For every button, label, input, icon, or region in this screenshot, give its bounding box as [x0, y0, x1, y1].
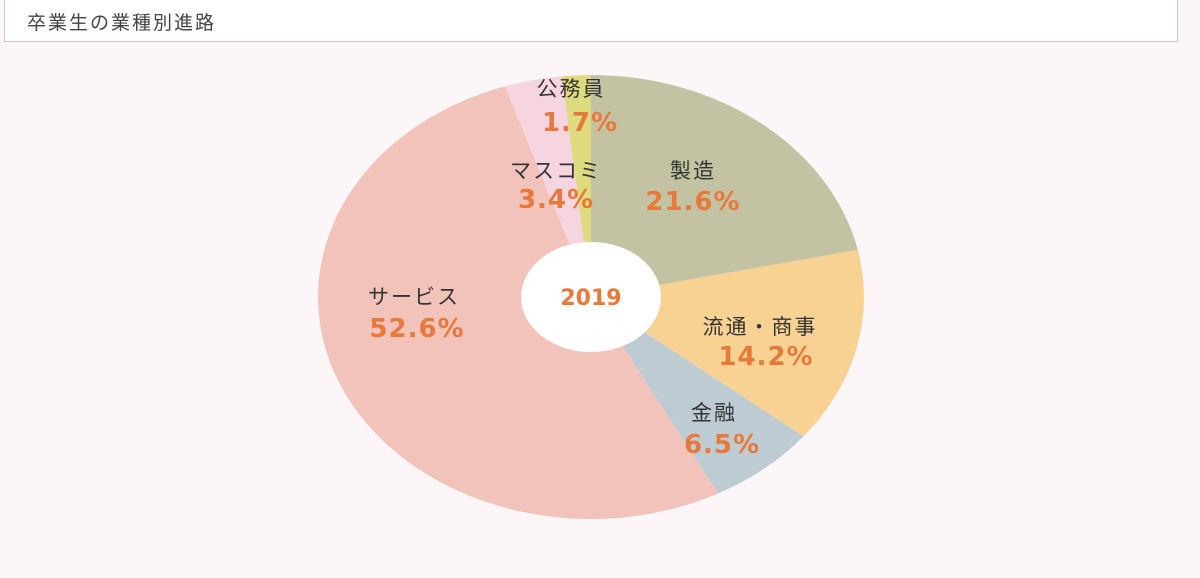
slice-percent-label: 3.4% [518, 185, 594, 215]
slice-category-label: マスコミ [510, 159, 602, 183]
slice-category-label: 公務員 [537, 77, 606, 101]
slice-percent-label: 1.7% [542, 108, 618, 138]
slice-category-label: 流通・商事 [703, 315, 818, 339]
pie-slice [561, 75, 591, 297]
slice-percent-label: 52.6% [369, 314, 464, 344]
chart-title: 卒業生の業種別進路 [27, 12, 217, 34]
slice-category-label: サービス [368, 285, 460, 309]
center-year-label: 2019 [560, 286, 621, 311]
slice-percent-label: 21.6% [645, 187, 740, 217]
slice-category-label: 金融 [691, 401, 737, 425]
pie-slice [591, 297, 804, 494]
donut-hole [521, 242, 661, 352]
pie-slice [318, 86, 718, 519]
pie-slice [591, 75, 858, 297]
slice-category-label: 製造 [670, 159, 716, 183]
slice-percent-label: 6.5% [684, 430, 760, 460]
pie-slice [505, 76, 591, 298]
slice-percent-label: 14.2% [718, 342, 813, 372]
chart-title-box: 卒業生の業種別進路 [4, 0, 1178, 42]
